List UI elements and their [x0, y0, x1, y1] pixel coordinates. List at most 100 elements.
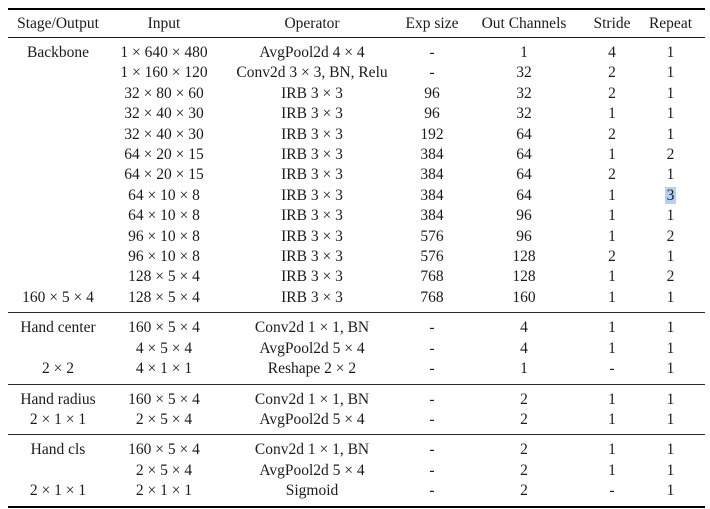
cell-operator: AvgPool2d 5 × 4 [259, 339, 365, 357]
cell-operator: IRB 3 × 3 [281, 288, 343, 306]
section-hand-cls: Hand cls 160 × 5 × 4 Conv2d 1 × 1, BN -2 1 1 2… [8, 435, 705, 507]
selected-text-highlight[interactable]: 3 [664, 186, 677, 204]
cell-stride: - [609, 482, 615, 500]
cell-out_channels: 2 [520, 461, 528, 479]
cell-stage: 160 × 5 × 4 [22, 288, 94, 306]
cell-exp_size: 192 [420, 125, 444, 143]
cell-stride: 2 [608, 248, 616, 266]
cell-exp_size: - [429, 64, 435, 82]
table-row: 2 × 2 4 × 1 × 1 Reshape 2 × 2 - 1 - 1 [8, 359, 705, 384]
cell-exp_size: - [429, 339, 435, 357]
table-row: 32 × 40 × 30 IRB 3 × 3 192 64 2 1 [8, 125, 705, 145]
cell-input: 64 × 20 × 15 [124, 166, 204, 184]
cell-out_channels: 160 [512, 288, 536, 306]
cell-repeat: 2 [666, 268, 675, 286]
table-row: 2 × 1 × 1 2 × 5 × 4 AvgPool2d 5 × 4 - 2 1 1 [8, 410, 705, 435]
cell-stride: - [609, 360, 615, 378]
header-row: Stage/Output Input Operator Exp size Out… [8, 9, 705, 38]
cell-operator: IRB 3 × 3 [281, 84, 343, 102]
cell-stride: 1 [608, 227, 616, 245]
table-row: 64 × 10 × 8 IRB 3 × 3 384 96 1 1 [8, 206, 705, 226]
cell-stage [8, 125, 108, 145]
cell-repeat: 1 [666, 482, 675, 500]
col-header-operator: Operator [284, 14, 340, 32]
cell-out_channels: 64 [516, 125, 532, 143]
cell-exp_size: - [429, 319, 435, 337]
cell-stage: Hand cls [30, 441, 86, 459]
cell-out_channels: 4 [520, 319, 528, 337]
cell-input: 96 × 10 × 8 [128, 248, 200, 266]
cell-operator: Sigmoid [285, 482, 339, 500]
table-row: 96 × 10 × 8 IRB 3 × 3 576 96 1 2 [8, 227, 705, 247]
cell-stage [8, 84, 108, 104]
cell-operator: AvgPool2d 5 × 4 [259, 461, 365, 479]
cell-stage [8, 104, 108, 124]
cell-operator: IRB 3 × 3 [281, 248, 343, 266]
cell-repeat: 3 [636, 186, 705, 206]
cell-out_channels: 2 [520, 441, 528, 459]
cell-exp_size: 768 [420, 268, 444, 286]
cell-repeat: 1 [666, 319, 675, 337]
cell-input: 1 × 160 × 120 [120, 64, 208, 82]
cell-exp_size: 384 [420, 146, 444, 164]
cell-input: 32 × 80 × 60 [124, 84, 204, 102]
cell-operator: IRB 3 × 3 [281, 146, 343, 164]
cell-repeat: 1 [666, 390, 675, 408]
table-row: 32 × 80 × 60 IRB 3 × 3 96 32 2 1 [8, 84, 705, 104]
cell-stride: 2 [608, 84, 616, 102]
cell-stride: 4 [608, 44, 616, 61]
cell-exp_size: - [429, 441, 435, 459]
cell-exp_size: 384 [420, 207, 444, 225]
cell-stage [8, 145, 108, 165]
table-row: Backbone 1 × 640 × 480 AvgPool2d 4 × 4 - 1 4 1 [8, 38, 705, 64]
cell-exp_size: - [429, 360, 435, 378]
cell-stride: 1 [608, 461, 616, 479]
cell-repeat: 1 [666, 125, 675, 143]
cell-stage: 2 × 1 × 1 [29, 410, 87, 428]
table-row: 64 × 10 × 8 IRB 3 × 3 384 64 1 3 [8, 186, 705, 206]
cell-operator: AvgPool2d 4 × 4 [259, 44, 365, 61]
cell-input: 2 × 5 × 4 [135, 410, 193, 428]
cell-out_channels: 96 [516, 207, 532, 225]
col-header-stride: Stride [593, 14, 631, 32]
cell-input: 64 × 10 × 8 [128, 207, 200, 225]
table-row: 32 × 40 × 30 IRB 3 × 3 96 32 1 1 [8, 104, 705, 124]
cell-operator: IRB 3 × 3 [281, 105, 343, 123]
table-row: 160 × 5 × 4 128 × 5 × 4 IRB 3 × 3 768 160 1 1 [8, 288, 705, 313]
col-header-stage-output: Stage/Output [17, 14, 99, 32]
cell-out_channels: 32 [516, 84, 532, 102]
col-header-repeat: Repeat [648, 14, 693, 32]
cell-repeat: 2 [666, 146, 675, 164]
cell-out_channels: 2 [520, 390, 528, 408]
cell-repeat: 2 [666, 227, 675, 245]
cell-stride: 1 [608, 339, 616, 357]
table-row: Hand cls 160 × 5 × 4 Conv2d 1 × 1, BN - 2 1 1 [8, 435, 705, 461]
cell-stride: 2 [608, 125, 616, 143]
cell-exp_size: - [429, 410, 435, 428]
cell-stage [8, 267, 108, 287]
cell-input: 4 × 5 × 4 [135, 339, 193, 357]
cell-exp_size: 576 [420, 248, 444, 266]
cell-input: 1 × 640 × 480 [120, 44, 208, 61]
table-row: 1 × 160 × 120 Conv2d 3 × 3, BN, Relu - 32 2 1 [8, 63, 705, 83]
cell-exp_size: 96 [424, 84, 440, 102]
section-backbone: Backbone 1 × 640 × 480 AvgPool2d 4 × 4 - 1 4 1… [8, 38, 705, 313]
cell-operator: IRB 3 × 3 [281, 268, 343, 286]
cell-out_channels: 32 [516, 64, 532, 82]
cell-exp_size: - [429, 482, 435, 500]
cell-repeat: 1 [666, 288, 675, 306]
cell-repeat: 1 [666, 207, 675, 225]
cell-exp_size: - [429, 44, 435, 61]
table-header: Stage/Output Input Operator Exp size Out… [8, 9, 705, 38]
cell-input: 128 × 5 × 4 [128, 268, 200, 286]
cell-stride: 1 [608, 390, 616, 408]
cell-out_channels: 64 [516, 186, 532, 204]
cell-repeat: 1 [666, 105, 675, 123]
cell-input: 32 × 40 × 30 [124, 125, 204, 143]
cell-repeat: 1 [666, 64, 675, 82]
cell-repeat: 1 [666, 441, 675, 459]
cell-stride: 1 [608, 441, 616, 459]
cell-stride: 1 [608, 186, 616, 204]
cell-input: 4 × 1 × 1 [135, 360, 193, 378]
